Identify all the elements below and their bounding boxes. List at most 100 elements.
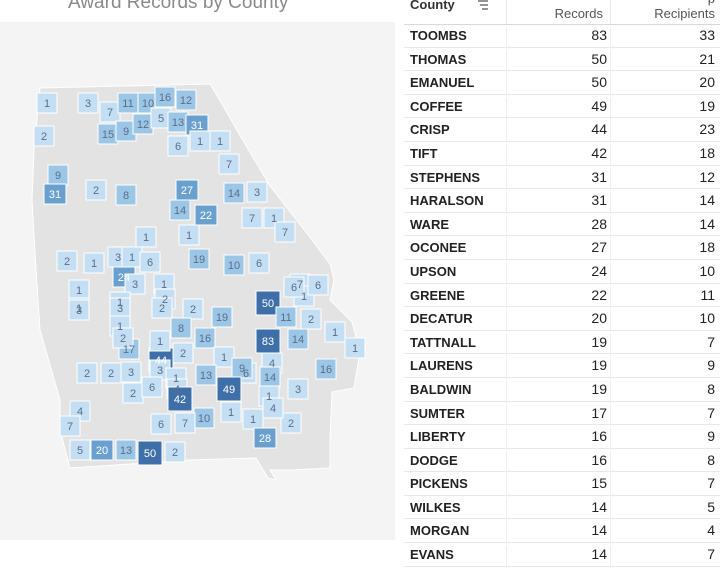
table-row[interactable]: EVANS 14 7 <box>404 543 720 568</box>
county-shape[interactable] <box>209 130 231 152</box>
county-shape[interactable] <box>188 248 210 270</box>
county-shape[interactable] <box>137 440 163 466</box>
county-shape[interactable] <box>220 401 242 423</box>
county-shape[interactable] <box>241 207 263 229</box>
county-shape[interactable] <box>344 337 366 359</box>
county-shape[interactable] <box>56 250 78 272</box>
table-row[interactable]: UPSON 24 10 <box>404 260 720 285</box>
county-shape[interactable] <box>242 408 264 430</box>
county-shape[interactable] <box>120 361 142 383</box>
table-row[interactable]: WARE 28 14 <box>404 213 720 238</box>
county-shape[interactable] <box>324 321 346 343</box>
county-shape[interactable] <box>43 183 67 205</box>
county-shape[interactable] <box>223 182 245 204</box>
county-shape[interactable] <box>154 86 176 108</box>
county-shape[interactable] <box>195 364 217 386</box>
county-shape[interactable] <box>287 378 309 400</box>
county-shape[interactable] <box>280 412 302 434</box>
table-row[interactable]: STEPHENS 31 12 <box>404 166 720 191</box>
county-shape[interactable] <box>164 441 186 463</box>
table-row[interactable]: TATTNALL 19 7 <box>404 331 720 356</box>
county-count-label: 3 <box>295 384 301 396</box>
county-shape[interactable] <box>307 274 329 296</box>
table-row[interactable]: DECATUR 20 10 <box>404 307 720 333</box>
county-count-label: 10 <box>198 413 210 425</box>
county-count-label: 3 <box>76 305 82 317</box>
county-column-header[interactable]: County <box>410 0 455 12</box>
county-shape[interactable] <box>300 308 322 330</box>
county-shape[interactable] <box>231 357 253 379</box>
county-shape[interactable] <box>59 415 81 437</box>
county-shape[interactable] <box>36 92 58 114</box>
table-row[interactable]: HARALSON 31 14 <box>404 189 720 215</box>
county-shape[interactable] <box>174 412 196 434</box>
county-shape[interactable] <box>135 226 157 248</box>
county-shapes[interactable] <box>33 86 366 466</box>
table-row[interactable]: BALDWIN 19 8 <box>404 378 720 403</box>
county-shape[interactable] <box>275 306 297 328</box>
table-row[interactable]: TOOMBS 83 33 <box>404 24 720 49</box>
county-shape[interactable] <box>255 328 281 354</box>
county-count-label: 2 <box>130 388 136 400</box>
county-shape[interactable] <box>69 439 91 461</box>
county-shape[interactable] <box>170 317 192 339</box>
county-shape[interactable] <box>115 439 137 461</box>
table-row[interactable]: LAURENS 19 9 <box>404 354 720 380</box>
county-shape[interactable] <box>283 276 305 298</box>
county-shape[interactable] <box>167 386 193 412</box>
table-row[interactable]: OCONEE 27 18 <box>404 236 720 262</box>
county-shape[interactable] <box>83 252 105 274</box>
county-shape[interactable] <box>150 413 172 435</box>
county-shape[interactable] <box>149 330 171 352</box>
county-shape[interactable] <box>178 224 200 246</box>
county-shape[interactable] <box>85 179 107 201</box>
county-shape[interactable] <box>151 297 173 319</box>
table-row[interactable]: THOMAS 50 21 <box>404 48 720 73</box>
county-shape[interactable] <box>246 181 268 203</box>
county-shape[interactable] <box>76 362 98 384</box>
county-shape[interactable] <box>218 153 240 175</box>
county-cell: BALDWIN <box>410 381 472 397</box>
table-row[interactable]: WILKES 14 5 <box>404 496 720 521</box>
county-shape[interactable] <box>223 254 245 276</box>
county-shape[interactable] <box>213 346 235 368</box>
county-shape[interactable] <box>315 358 337 380</box>
county-count-label: 2 <box>64 256 70 268</box>
county-shape[interactable] <box>33 125 55 147</box>
county-shape[interactable] <box>139 251 161 273</box>
county-shape[interactable] <box>175 89 197 111</box>
county-shape[interactable] <box>169 199 191 221</box>
table-row[interactable]: EMANUEL 50 20 <box>404 71 720 97</box>
county-shape[interactable] <box>112 327 134 349</box>
county-shape[interactable] <box>274 221 296 243</box>
table-row[interactable]: PICKENS 15 7 <box>404 472 720 498</box>
recipients-column-header[interactable]: p Recipients <box>610 0 720 24</box>
sort-icon[interactable] <box>476 0 490 12</box>
county-shape[interactable] <box>90 439 114 461</box>
table-row[interactable]: GREENE 22 11 <box>404 284 720 309</box>
county-shape[interactable] <box>77 92 99 114</box>
county-shape[interactable] <box>194 327 216 349</box>
county-shape[interactable] <box>262 397 284 419</box>
county-shape[interactable] <box>253 427 277 449</box>
county-shape[interactable] <box>211 306 233 328</box>
table-row[interactable]: SUMTER 17 7 <box>404 402 720 427</box>
county-shape[interactable] <box>124 273 146 295</box>
county-shape[interactable] <box>216 376 242 402</box>
county-shape[interactable] <box>182 298 204 320</box>
county-shape[interactable] <box>248 252 270 274</box>
table-row[interactable]: CRISP 44 23 <box>404 118 720 144</box>
county-shape[interactable] <box>68 299 90 321</box>
table-row[interactable]: COFFEE 49 19 <box>404 95 720 120</box>
table-row[interactable]: DODGE 16 8 <box>404 449 720 474</box>
county-shape[interactable] <box>141 376 163 398</box>
records-column-header[interactable]: Records <box>506 0 609 24</box>
table-row[interactable]: TIFT 42 18 <box>404 142 720 167</box>
county-shape[interactable] <box>172 342 194 364</box>
county-shape[interactable] <box>167 135 189 157</box>
county-shape[interactable] <box>287 328 309 350</box>
county-shape[interactable] <box>115 184 137 206</box>
table-row[interactable]: LIBERTY 16 9 <box>404 425 720 451</box>
county-shape[interactable] <box>194 204 218 226</box>
